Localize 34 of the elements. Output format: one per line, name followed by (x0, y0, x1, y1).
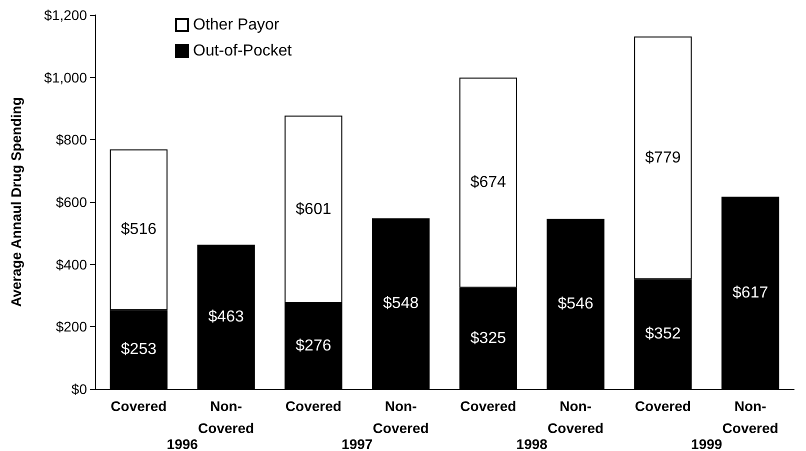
y-tick-label: $400 (56, 256, 88, 272)
x-tick-label: Covered (110, 398, 167, 414)
y-tick-label: $200 (56, 318, 88, 335)
x-tick-label: Covered (634, 398, 691, 414)
legend-label: Other Payor (193, 16, 280, 34)
data-label: $463 (208, 308, 244, 326)
y-tick-label: $800 (56, 132, 88, 148)
data-label: $548 (383, 295, 419, 312)
y-tick-label: $1,200 (44, 7, 88, 23)
x-tick-label: Non-Covered (372, 398, 429, 436)
text: 1999 (691, 436, 722, 451)
x-tick-label: Covered (285, 398, 342, 414)
y-tick-label: $600 (56, 194, 88, 210)
data-label: $546 (558, 295, 594, 312)
data-label: $674 (470, 174, 506, 192)
data-label: $617 (732, 284, 768, 302)
text: 1998 (516, 436, 548, 451)
data-label: $325 (470, 330, 506, 347)
data-label: $352 (645, 326, 681, 343)
x-tick-label: Covered (460, 398, 516, 414)
data-label: $516 (120, 221, 157, 238)
y-tick-label: $0 (71, 381, 88, 397)
x-tick-label: Non-Covered (722, 398, 778, 436)
x-tick-label: Non-Covered (198, 398, 254, 436)
data-label: $601 (296, 200, 332, 218)
data-label: $253 (120, 341, 157, 358)
legend-label: Out-of-Pocket (193, 42, 292, 60)
text: 1996 (166, 436, 198, 451)
text: 1997 (342, 436, 373, 451)
x-tick-label: Non-Covered (548, 398, 604, 436)
y-tick-label: $1,000 (44, 69, 88, 86)
y-axis-title: Average Annaul Drug Spending (8, 97, 24, 307)
data-label: $779 (645, 149, 681, 166)
data-label: $276 (296, 337, 332, 354)
